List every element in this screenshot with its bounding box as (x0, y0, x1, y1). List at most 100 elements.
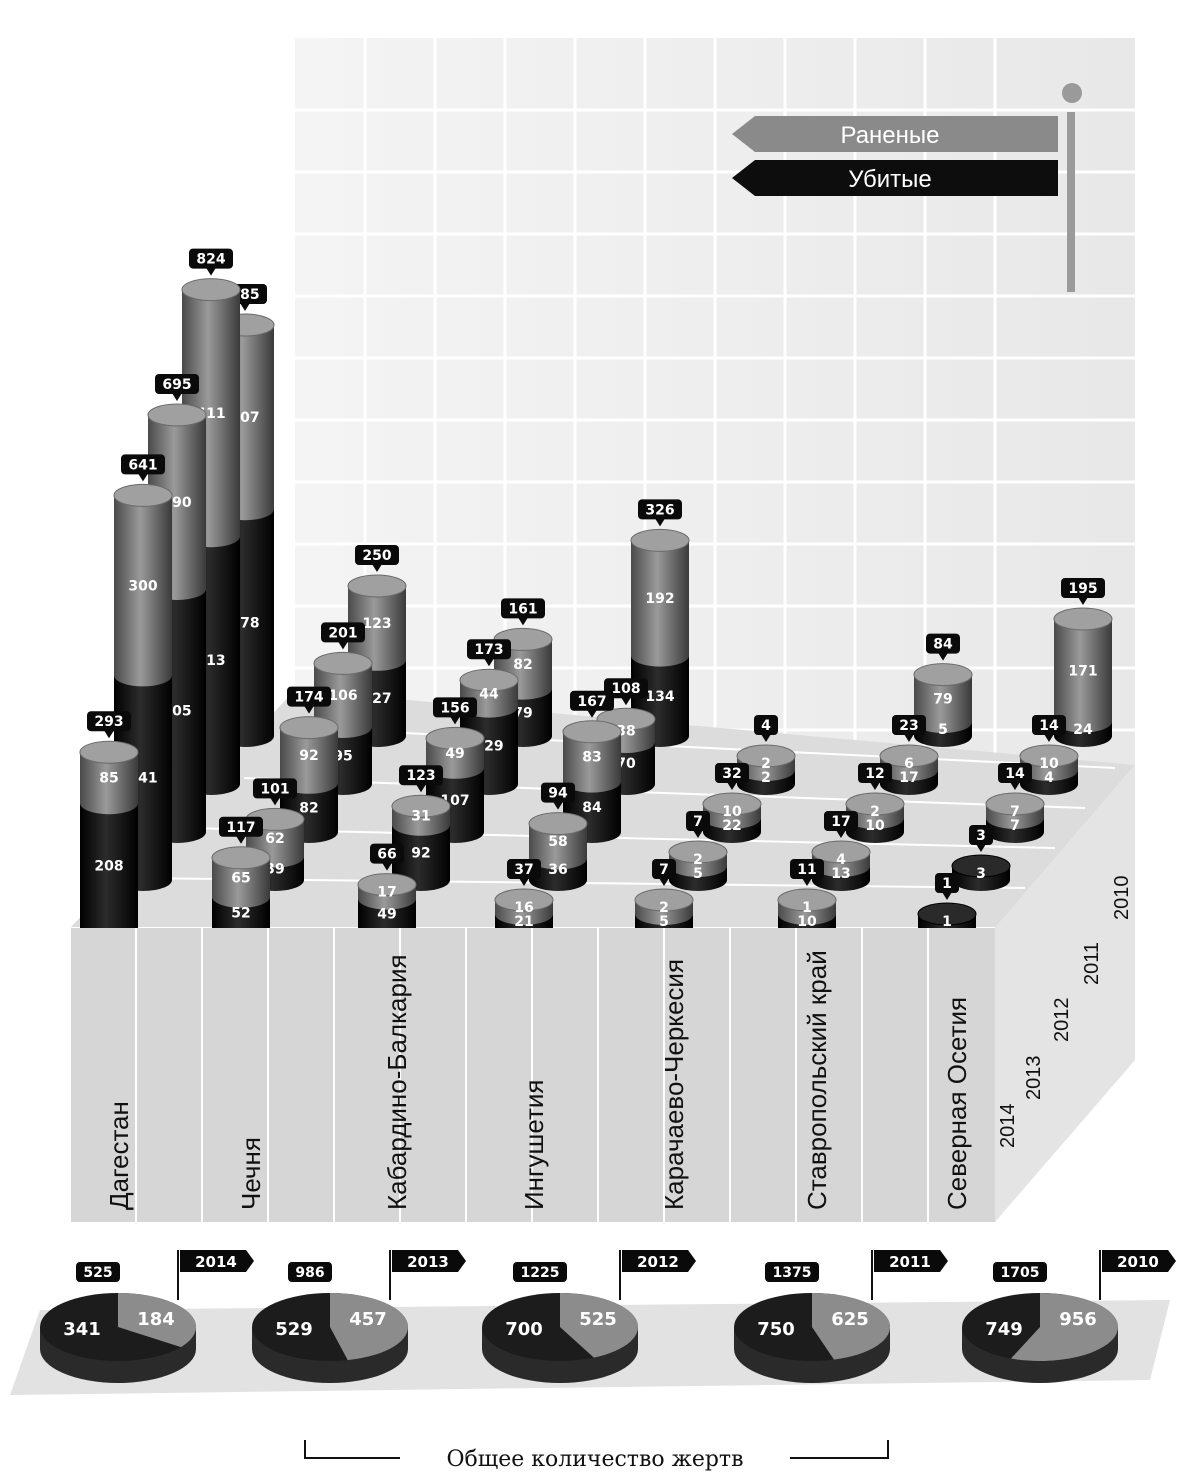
label-wounded-2012: 83 (582, 750, 601, 766)
label-total-2014: 293 (94, 714, 123, 730)
label-killed-2012: 22 (722, 818, 741, 834)
legend-swatch-wounded (732, 116, 1058, 152)
label-wounded-2013: 4 (836, 852, 846, 868)
label-total-2011: 4 (761, 718, 771, 734)
pie-total-label: 1705 (1001, 1265, 1040, 1281)
bar-wounded-2014 (212, 857, 270, 908)
bar-wounded-2012 (563, 731, 621, 793)
bar-top (347, 574, 407, 598)
label-wounded-2013: 31 (411, 809, 430, 825)
label-wounded-2014: 16 (514, 900, 533, 916)
bar-top (777, 888, 837, 912)
label-total-2012: 32 (722, 766, 741, 782)
cylinder-bar: 192 134 326 (630, 499, 690, 747)
year-label: 2014 (997, 1104, 1019, 1149)
total-tag-pointer (942, 892, 952, 900)
region-label: Чечня (236, 1137, 266, 1210)
total-tag-box (1061, 578, 1105, 598)
pie-wounded (812, 1293, 891, 1360)
label-wounded-2013: 2 (693, 852, 703, 868)
total-tag-box (686, 811, 710, 831)
region-label: Карачаево-Черкесия (659, 959, 689, 1210)
bar-wounded-2010 (631, 540, 689, 667)
total-tag-pointer (553, 801, 563, 810)
label-total-2013: 123 (406, 768, 435, 784)
total-tag-pointer (338, 641, 348, 650)
pie-wounded (560, 1292, 639, 1358)
bar-top (811, 840, 871, 864)
bar-wounded-2013 (114, 495, 172, 687)
label-wounded-2011: 10 (1039, 756, 1059, 772)
total-tag-pointer (104, 730, 114, 739)
total-tag-pointer (1010, 782, 1020, 790)
cylinder-bar: 210 12 (845, 763, 905, 843)
label-total-2011: 824 (196, 252, 225, 268)
legend: Раненые Убитые (732, 83, 1082, 292)
total-tag-pointer (416, 784, 426, 793)
label-killed-2013: 5 (693, 866, 703, 882)
caption-bracket-right (790, 1440, 889, 1459)
label-killed-2014: 1 (942, 914, 952, 930)
cylinder-bar: 413 17 (811, 811, 871, 891)
bar-top (528, 812, 588, 836)
pie-killed-label: 529 (275, 1319, 313, 1340)
label-total-2011: 14 (1039, 718, 1059, 734)
total-tag-box (1032, 715, 1066, 735)
label-total-2014: 7 (659, 862, 669, 878)
total-tag-box (892, 715, 926, 735)
bar-top (211, 846, 271, 870)
label-wounded-2010: 79 (933, 691, 952, 707)
year-flag (622, 1250, 696, 1272)
total-tag-pointer (761, 734, 771, 742)
total-tag-box (219, 816, 263, 837)
label-wounded-2010: 82 (513, 657, 532, 673)
total-tag-pointer (727, 782, 737, 790)
label-wounded-2014: 85 (99, 771, 118, 787)
label-killed-2011: 4 (1044, 770, 1054, 786)
year-label: 2010 (1111, 876, 1133, 921)
floor-line (243, 777, 1086, 809)
pie-total-label: 1375 (773, 1265, 812, 1281)
pie-wounded-label: 525 (579, 1309, 617, 1330)
pie-2012: 700 525 1225 2012 (482, 1250, 696, 1383)
cylinder-bar: 171 24 195 (1053, 578, 1113, 747)
bar-top (951, 854, 1011, 878)
pie-total-label: 1225 (521, 1265, 560, 1281)
legend-label-killed: Убитые (848, 166, 931, 193)
label-total-2013: 641 (128, 457, 157, 473)
total-tag-pointer (382, 862, 392, 871)
label-wounded-2014: 1 (802, 900, 812, 916)
label-total-2012: 167 (577, 694, 606, 710)
label-killed-2013: 13 (831, 866, 850, 882)
label-wounded-2014: 2 (659, 900, 669, 916)
year-flag-label: 2011 (889, 1253, 931, 1271)
bar-top (985, 792, 1045, 816)
total-tag-box (638, 499, 682, 520)
total-tag-pointer (518, 617, 528, 626)
legend-pin (1062, 83, 1082, 103)
total-tag-pointer (138, 473, 148, 482)
label-wounded-2011: 38 (616, 724, 635, 740)
pie-killed-label: 341 (63, 1319, 101, 1340)
label-killed-2010: 79 (513, 705, 532, 721)
year-flag-label: 2013 (407, 1253, 449, 1271)
cylinder-bar: 85 208 293 (79, 711, 139, 939)
cylinder-bar: 106 95 201 (313, 622, 373, 795)
region-label: Северная Осетия (942, 997, 972, 1210)
bar-top (917, 902, 977, 926)
label-killed-2013: 92 (411, 845, 430, 861)
label-total-2013: 94 (548, 786, 568, 802)
total-tag-pointer (236, 835, 246, 844)
total-tag-pointer (270, 797, 280, 806)
label-killed-2012: 84 (582, 800, 602, 816)
total-tag-pointer (172, 393, 182, 401)
label-killed-2011: 17 (899, 770, 918, 786)
bar-top (79, 740, 139, 764)
total-tag-pointer (836, 830, 846, 838)
total-tag-pointer (304, 705, 314, 714)
label-total-2010: 161 (508, 601, 537, 617)
total-tag-box (790, 859, 824, 879)
total-tag-pointer (938, 652, 948, 661)
